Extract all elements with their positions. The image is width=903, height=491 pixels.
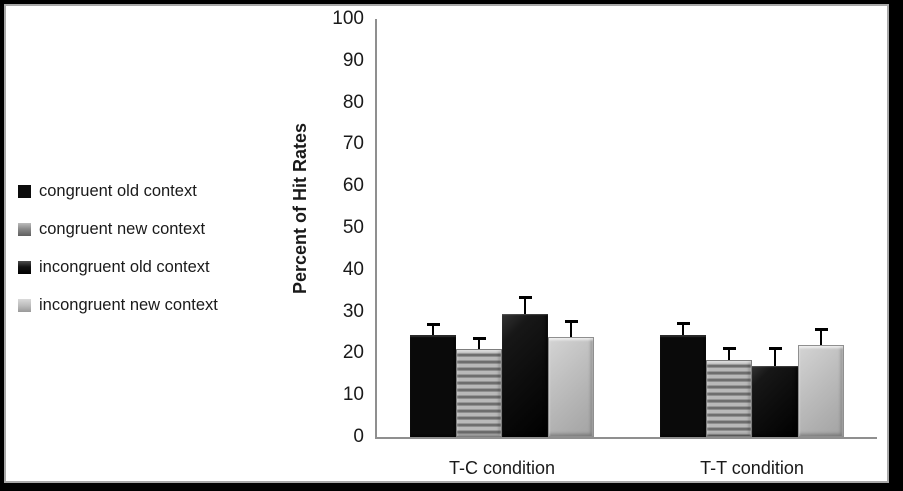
bar-t-c-condition-congruent-old-context (410, 334, 456, 437)
error-bar-cap (472, 336, 486, 340)
y-tick-label: 50 (342, 217, 364, 238)
legend-swatch-light-gray-icon (18, 299, 31, 312)
bar-t-c-condition-incongruent-new-context (548, 336, 594, 437)
legend-swatch-solid-black-icon (18, 185, 31, 198)
chart-background: congruent old context congruent new cont… (4, 4, 889, 483)
bar-t-t-condition-incongruent-old-context (752, 365, 798, 437)
bar-t-t-condition-incongruent-new-context (798, 345, 844, 437)
bar-t-t-condition-congruent-new-context (706, 359, 752, 437)
legend-item: congruent new context (18, 219, 218, 240)
legend-label: congruent new context (39, 220, 206, 238)
x-category-label: T-T condition (700, 458, 804, 478)
x-category-label: T-C condition (448, 458, 556, 478)
y-tick-label: 90 (342, 49, 364, 71)
error-bar-t-t-condition-incongruent-new-context (820, 328, 822, 346)
y-tick-label: 0 (353, 426, 364, 447)
y-tick-label: 20 (342, 342, 364, 364)
legend-item: incongruent new context (18, 295, 218, 316)
legend-swatch-dark-textured-icon (18, 261, 31, 274)
y-tick-label: 10 (342, 384, 364, 406)
legend-item: congruent old context (18, 181, 218, 202)
y-tick-label: 30 (342, 300, 364, 322)
legend-item: incongruent old context (18, 257, 218, 278)
error-bar-cap (676, 322, 690, 326)
error-bar-t-t-condition-congruent-old-context (682, 322, 684, 335)
bar-t-c-condition-congruent-new-context (456, 349, 502, 437)
y-tick-label: 100 (332, 8, 364, 29)
error-bar-cap (814, 328, 828, 332)
y-tick-label: 80 (342, 91, 364, 113)
bar-t-c-condition-incongruent-old-context (502, 313, 548, 437)
y-tick-label: 40 (342, 258, 364, 280)
error-bar-cap (518, 296, 532, 300)
legend-label: incongruent old context (39, 258, 210, 276)
error-bar-cap (768, 347, 782, 351)
plot-area (375, 19, 877, 439)
bar-t-t-condition-congruent-old-context (660, 334, 706, 437)
error-bar-t-c-condition-incongruent-new-context (570, 319, 572, 337)
y-tick-label: 70 (342, 133, 364, 155)
error-bar-t-c-condition-congruent-new-context (478, 336, 480, 350)
error-bar-t-t-condition-congruent-new-context (728, 347, 730, 360)
y-tick-label: 60 (342, 175, 364, 197)
y-axis-tick-labels: 0 10 20 30 40 50 60 70 80 90 100 (286, 8, 364, 447)
legend-label: congruent old context (39, 182, 197, 200)
legend-swatch-striped-gray-icon (18, 223, 31, 236)
error-bar-cap (564, 319, 578, 323)
error-bar-cap (426, 322, 440, 326)
error-bar-t-t-condition-incongruent-old-context (774, 347, 776, 366)
error-bar-t-c-condition-congruent-old-context (432, 322, 434, 335)
legend-label: incongruent new context (39, 296, 218, 314)
error-bar-cap (722, 347, 736, 351)
legend: congruent old context congruent new cont… (18, 181, 218, 333)
error-bar-t-c-condition-incongruent-old-context (524, 296, 526, 314)
